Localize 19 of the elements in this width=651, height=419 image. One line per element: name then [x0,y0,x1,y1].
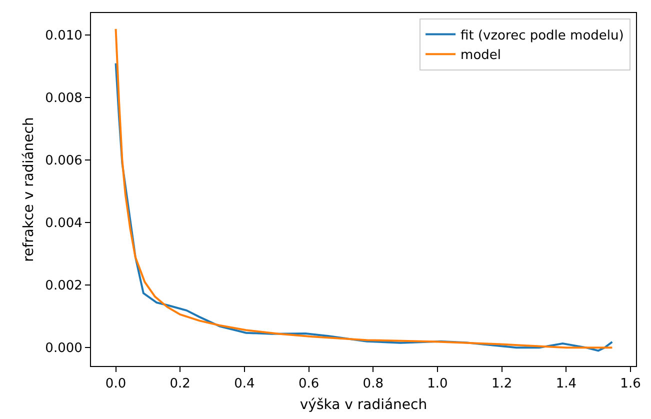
y-tick-label: 0.002 [45,278,82,294]
y-tick-label: 0.000 [45,341,82,356]
x-tick-label: 0.6 [298,376,320,392]
y-tick-label: 0.008 [45,91,82,106]
y-tick-label: 0.004 [45,216,82,232]
x-tick-label: 0.0 [105,376,126,392]
x-tick-label: 1.4 [556,376,577,392]
x-tick-label: 1.6 [620,376,641,392]
legend-label: fit (vzorec podle modelu) [460,28,624,44]
x-tick-label: 0.8 [362,376,384,392]
x-tick-label: 0.2 [170,376,190,392]
x-tick-label: 1.0 [427,376,448,392]
x-axis-title: výška v radiánech [300,396,428,413]
y-tick-label: 0.010 [45,28,82,44]
y-tick-label: 0.006 [45,154,82,169]
y-axis-title: refrakce v radiánech [20,117,37,262]
x-tick-label: 1.2 [491,376,512,392]
legend-label: model [460,48,502,64]
x-tick-label: 0.4 [234,376,255,392]
